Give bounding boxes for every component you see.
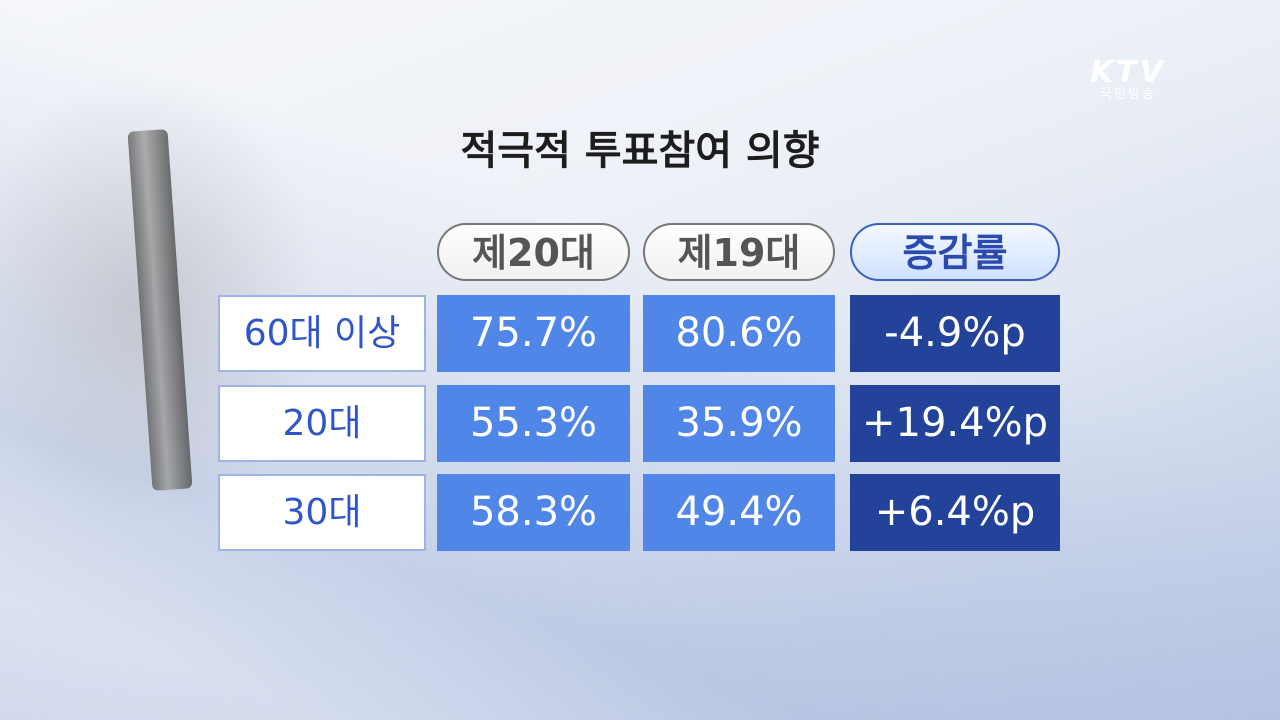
row-label: 20대 — [218, 385, 426, 462]
chart-title: 적극적 투표참여 의향 — [460, 128, 820, 174]
column-header-20th: 제20대 — [437, 223, 630, 281]
row-label: 30대 — [218, 474, 426, 551]
change-cell: +6.4%p — [850, 474, 1060, 551]
change-cell: -4.9%p — [850, 295, 1060, 372]
value-cell: 35.9% — [643, 385, 835, 462]
logo-brand: KTV — [1090, 55, 1166, 90]
column-header-change: 증감률 — [850, 223, 1060, 281]
logo-sub: 국민방송 — [1100, 87, 1156, 102]
value-cell: 75.7% — [437, 295, 630, 372]
value-cell: 80.6% — [643, 295, 835, 372]
value-cell: 55.3% — [437, 385, 630, 462]
value-cell: 58.3% — [437, 474, 630, 551]
value-cell: 49.4% — [643, 474, 835, 551]
row-label: 60대 이상 — [218, 295, 426, 372]
column-header-19th: 제19대 — [643, 223, 835, 281]
ktv-logo: KTV 국민방송 — [1072, 58, 1184, 102]
change-cell: +19.4%p — [850, 385, 1060, 462]
